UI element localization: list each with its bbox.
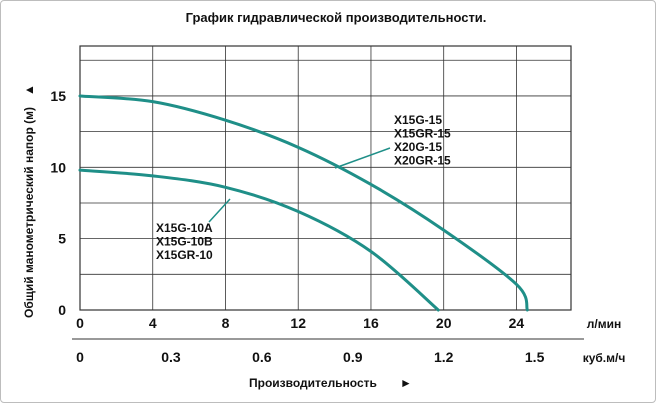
x-tick-label-primary: 24: [509, 315, 525, 331]
x-axis-arrow-icon: ►: [400, 376, 412, 390]
x-tick-label-primary: 0: [76, 315, 84, 331]
x-tick-label-primary: 4: [149, 315, 157, 331]
y-tick-label: 0: [58, 302, 66, 318]
plot-border: [79, 45, 572, 311]
series-model-label: X15G-10B: [156, 235, 213, 249]
x-tick-label-secondary: 1.2: [434, 349, 454, 365]
series-model-label: X15GR-10: [156, 248, 213, 262]
plot-grid: [72, 45, 584, 340]
leader-lines: [208, 147, 391, 223]
x-tick-label-secondary: 0.6: [252, 349, 272, 365]
series-model-label: X15G-15: [394, 113, 442, 127]
series-model-label: X15GR-15: [394, 127, 451, 141]
y-tick-label: 10: [50, 159, 66, 175]
x-unit-primary: л/мин: [587, 317, 621, 331]
series-curve-2: [78, 168, 440, 312]
x-tick-label-secondary: 0.9: [343, 349, 363, 365]
y-tick-label: 15: [50, 88, 66, 104]
y-axis-title-group: Общий манометрический напор (м) ▲: [22, 84, 36, 318]
x-tick-label-secondary: 0: [76, 349, 84, 365]
series-leader-line: [208, 198, 231, 223]
series-leader-line: [334, 147, 391, 169]
x-axis-title-group: Производительность ►: [249, 376, 412, 390]
x-unit-secondary: куб.м/ч: [583, 351, 626, 365]
y-axis-arrow-icon: ▲: [22, 84, 36, 96]
x-tick-label-secondary: 1.5: [525, 349, 545, 365]
x-tick-label-primary: 20: [436, 315, 452, 331]
y-axis-title: Общий манометрический напор (м): [22, 107, 36, 318]
x-tick-label-secondary: 0.3: [161, 349, 181, 365]
x-axis-title: Производительность: [249, 376, 377, 390]
x-tick-label-primary: 12: [290, 315, 306, 331]
chart-title: График гидравлической производительности…: [186, 10, 487, 25]
tick-labels: 0 4 8 12 16 20 24 0 0.3 0.6 0.9 1.2 1.5 0 5 10 15: [50, 88, 544, 365]
x-tick-label-primary: 16: [363, 315, 379, 331]
series-model-label: X20GR-15: [394, 154, 451, 168]
series-annotations: X15G-15X15GR-15X20G-15X20GR-15X15G-10AX1…: [156, 113, 451, 262]
x-tick-label-primary: 8: [222, 315, 230, 331]
y-tick-label: 5: [58, 231, 66, 247]
series-model-label: X20G-15: [394, 140, 442, 154]
series-model-label: X15G-10A: [156, 221, 213, 235]
